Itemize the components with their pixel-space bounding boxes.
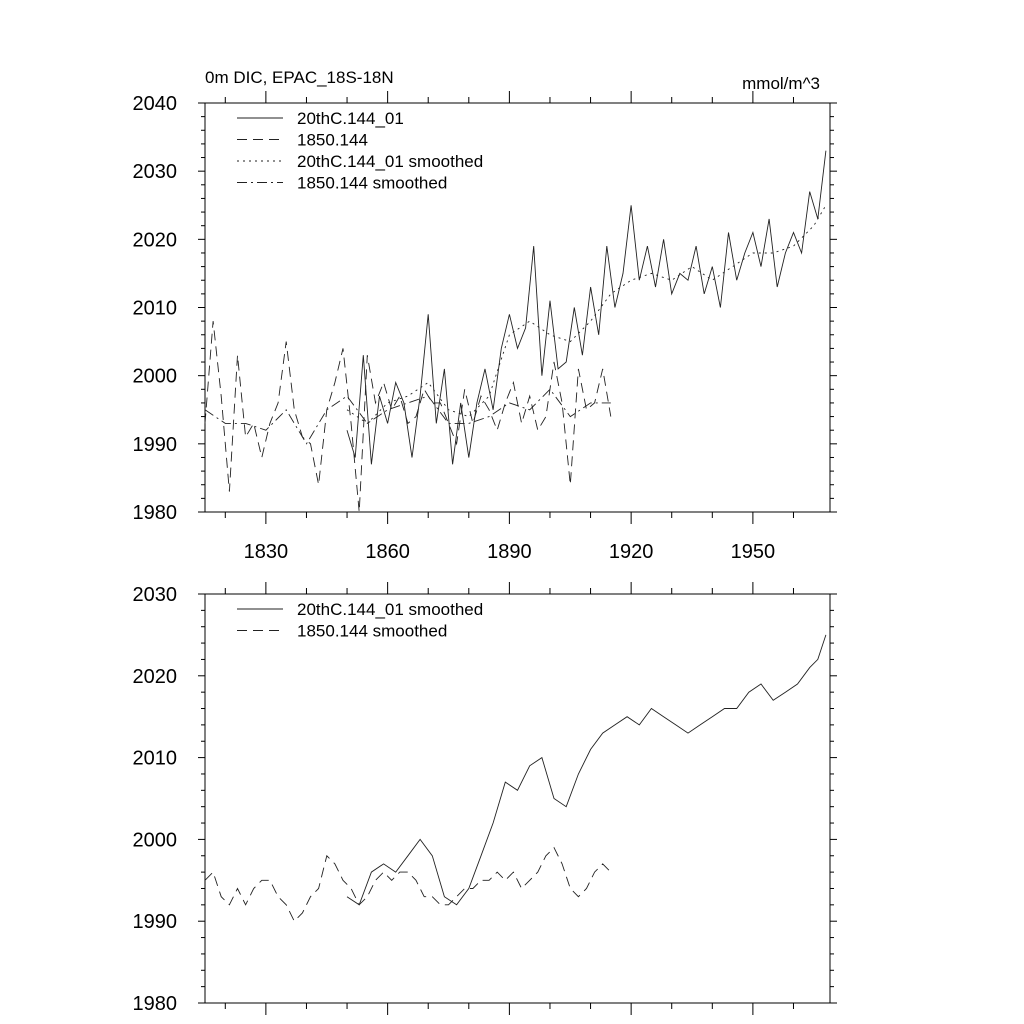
- y-tick-label: 2030: [133, 161, 178, 183]
- bottom-panel: 1980 1990 2000 2010 2020 2030 20thC.144_01 smo…: [133, 582, 837, 1015]
- legend-label: 1850.144 smoothed: [297, 174, 447, 193]
- legend-label: 1850.144: [297, 131, 368, 150]
- x-tick-label: 1860: [365, 541, 410, 563]
- x-tick-label: 1830: [244, 541, 289, 563]
- legend-label: 20thC.144_01: [297, 109, 404, 128]
- series-line-1: [204, 321, 612, 513]
- top-panel: 1980 1990 2000 2010 2020 2030 2040 1830 1860 1890…: [133, 68, 837, 563]
- y-tick-label: 2010: [133, 748, 178, 770]
- y-tick-label: 2020: [133, 666, 178, 688]
- series-line-1: [204, 846, 612, 922]
- y-tick-label: 2010: [133, 298, 178, 320]
- chart-title: 0m DIC, EPAC_18S-18N: [205, 68, 394, 87]
- x-tick-label: 1950: [731, 541, 776, 563]
- x-tick-label: 1920: [609, 541, 654, 563]
- y-tick-label: 2030: [133, 584, 178, 606]
- y-tick-label: 2000: [133, 366, 178, 388]
- plot-frame: [204, 593, 831, 1004]
- legend-label: 20thC.144_01 smoothed: [297, 600, 483, 619]
- y-tick-label: 1990: [133, 434, 178, 456]
- x-tick-label: 1890: [487, 541, 532, 563]
- y-tick-label: 1990: [133, 911, 178, 933]
- series-line-2: [346, 205, 827, 424]
- series-line-0: [346, 634, 827, 906]
- legend-label: 20thC.144_01 smoothed: [297, 152, 483, 171]
- y-tick-label: 2000: [133, 829, 178, 851]
- y-tick-label: 2040: [133, 93, 178, 115]
- legend-label: 1850.144 smoothed: [297, 622, 447, 641]
- y-tick-label: 1980: [133, 993, 178, 1015]
- y-tick-label: 2020: [133, 229, 178, 251]
- series-line-0: [346, 150, 827, 465]
- y-tick-label: 1980: [133, 502, 178, 524]
- units-label: mmol/m^3: [742, 74, 820, 93]
- series-line-3: [204, 388, 611, 445]
